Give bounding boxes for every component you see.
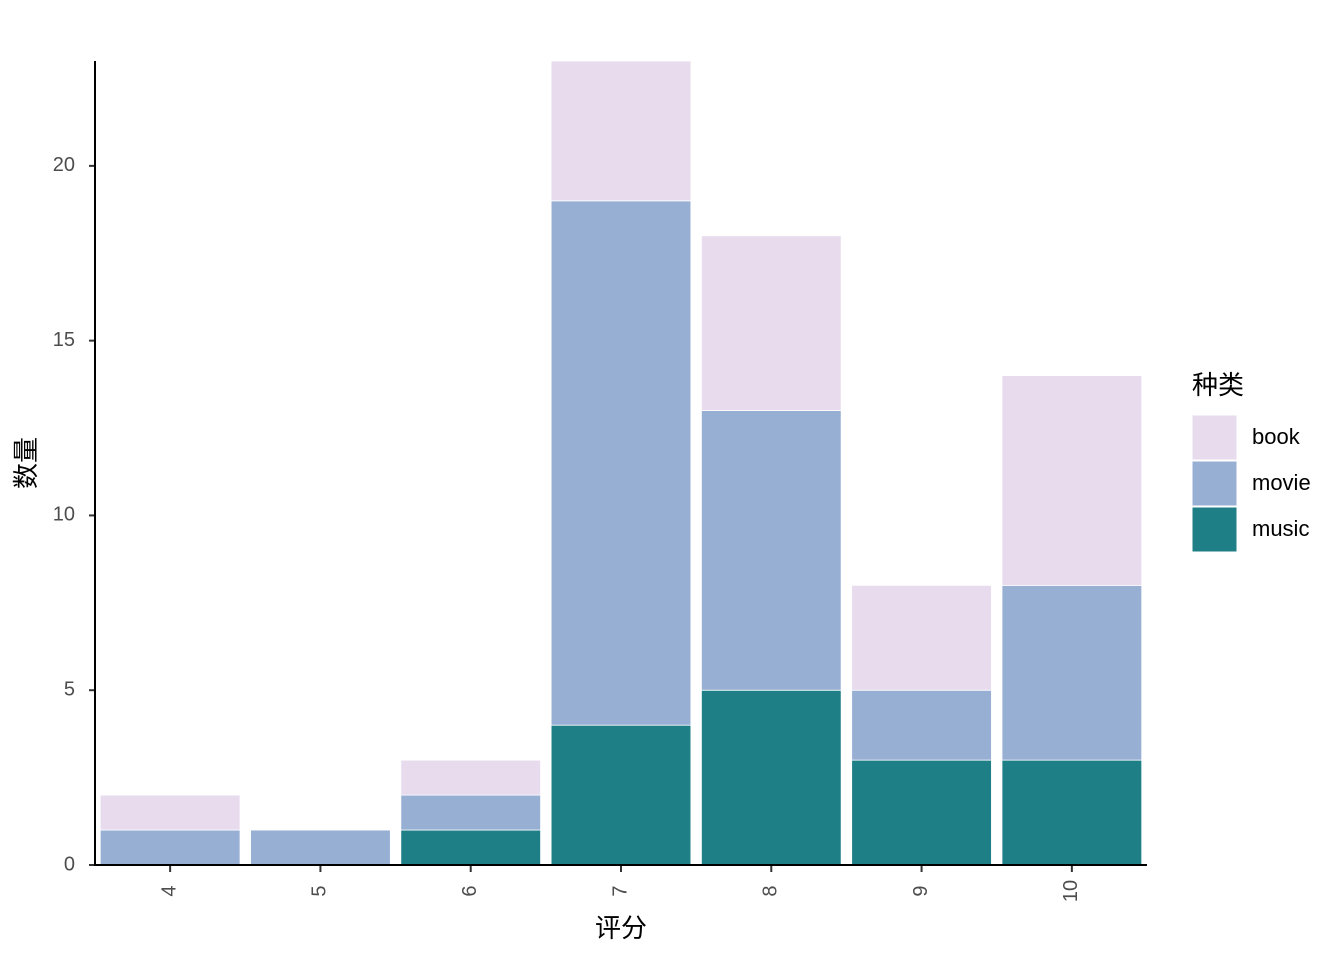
bar-segment	[550, 724, 692, 866]
bar-segment	[99, 829, 241, 866]
bar-segment	[550, 200, 692, 726]
y-tick-label: 20	[53, 154, 75, 176]
bar-segment	[250, 829, 391, 866]
legend-title: 种类	[1192, 370, 1244, 400]
legend-label: music	[1252, 516, 1309, 541]
bar-segment	[851, 759, 992, 866]
bar-segment	[1001, 584, 1143, 761]
bar-segment	[851, 584, 992, 691]
bar-segment	[400, 759, 541, 796]
y-tick-label: 0	[64, 853, 75, 875]
bar-segment	[701, 689, 842, 866]
legend-label: book	[1252, 424, 1301, 449]
y-axis-title: 数量	[11, 437, 41, 489]
bar-segment	[701, 235, 842, 411]
x-tick-label: 6	[459, 885, 481, 896]
x-tick-label: 4	[158, 885, 180, 896]
bar-segment	[400, 829, 541, 866]
x-axis-title: 评分	[595, 913, 647, 943]
y-tick-label: 15	[53, 329, 75, 351]
x-tick-label: 8	[760, 885, 782, 896]
y-tick-label: 10	[53, 504, 75, 526]
y-tick-label: 5	[64, 678, 75, 700]
x-tick-label: 10	[1060, 880, 1082, 902]
x-tick-label: 5	[309, 885, 331, 896]
legend-swatch	[1191, 414, 1238, 461]
bar-segment	[1001, 759, 1143, 866]
bar-segment	[851, 689, 992, 761]
bar-segment	[400, 794, 541, 831]
bar-segment	[99, 794, 241, 831]
bar-segment	[1001, 375, 1143, 586]
bar-segment	[550, 60, 692, 202]
legend-swatch	[1191, 460, 1238, 507]
legend-label: movie	[1252, 470, 1311, 495]
x-tick-label: 9	[910, 885, 932, 896]
x-tick-label: 7	[609, 885, 631, 896]
legend-swatch	[1191, 506, 1238, 553]
bar-segment	[701, 410, 842, 691]
